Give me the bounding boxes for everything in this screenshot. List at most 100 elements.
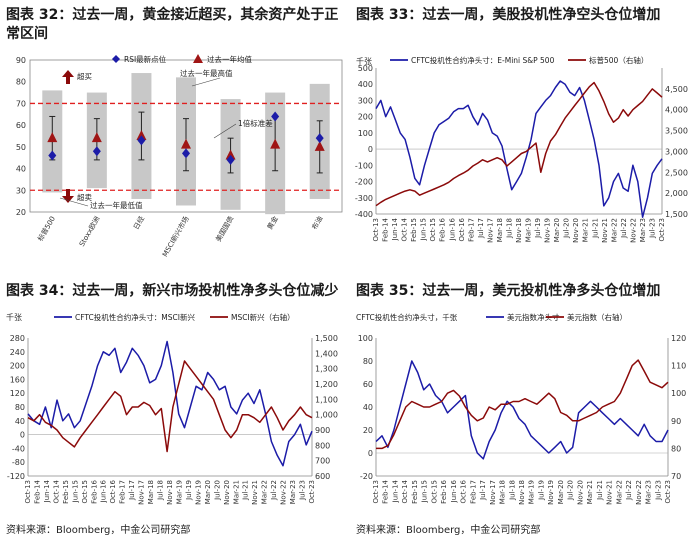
y-left-tick-label: 0 <box>368 145 373 154</box>
y-right-tick-label: 2,500 <box>665 168 688 177</box>
x-tick-label: Mar-21 <box>582 218 590 242</box>
x-tick-label: Oct-13 <box>372 480 380 504</box>
y-right-tick-label: 1,000 <box>315 411 338 420</box>
series-line-positions <box>27 340 313 467</box>
y-right-tick-label: 3,000 <box>665 147 688 156</box>
x-tick-label: Jul-23 <box>654 480 662 501</box>
year-avg-marker <box>270 138 281 149</box>
overbought-label: 超买 <box>77 72 92 81</box>
y-right-tick-label: 4,000 <box>665 106 688 115</box>
x-tick-label: Jul-19 <box>185 480 193 501</box>
x-tick-label: Mar-21 <box>586 480 594 504</box>
y-left-tick-label: 240 <box>10 348 25 357</box>
x-tick-label: Nov-20 <box>223 480 231 505</box>
x-tick-label: Jul-17 <box>477 218 485 239</box>
legend-avg-marker <box>193 54 203 63</box>
x-tick-label: Jul-18 <box>157 480 165 501</box>
x-tick-label: Nov-22 <box>635 480 643 505</box>
series-line-positions <box>375 80 663 218</box>
x-tick-label: Feb-15 <box>410 218 418 242</box>
rsi-latest-marker <box>182 148 190 159</box>
y-right-tick-label: 3,500 <box>665 127 688 136</box>
chart-32-rsi: 20 30 40 50 60 70 80 90 标普500 Stoxx欧洲 日经 MSCI新兴市场 美国… <box>16 54 343 258</box>
source-note-right: 资料来源：Bloomberg，中金公司研究部 <box>356 525 541 536</box>
x-tick-label: Mar-22 <box>615 480 623 504</box>
x-tick-label: Feb-15 <box>411 480 419 504</box>
y-left-tick-label: 300 <box>358 96 373 105</box>
y-left-axis-label: CFTC投机性合约净头寸，千张 <box>356 312 458 322</box>
y-left-tick-label: 100 <box>358 129 373 138</box>
x-tick-label: Jun-16 <box>448 217 456 241</box>
y-tick-label: 40 <box>16 165 26 174</box>
std-label: 1倍标准差 <box>238 118 273 128</box>
y-left-tick-label: 80 <box>15 403 25 412</box>
y-left-tick-label: 60 <box>363 380 373 389</box>
x-tick-label: Nov-22 <box>629 218 637 243</box>
series-line-index <box>27 360 313 453</box>
x-tick-label: Jul-22 <box>270 480 278 501</box>
x-tick-label: Feb-16 <box>90 479 98 503</box>
year-avg-marker <box>91 132 102 143</box>
y-right-tick-label: 1,200 <box>315 380 338 389</box>
year-low-leader <box>59 197 89 207</box>
y-right-tick-label: 1,400 <box>315 349 338 358</box>
x-tick-label: Feb-14 <box>382 217 390 241</box>
year-avg-marker <box>314 140 325 151</box>
legend-label: CFTC投机性合约净头寸：E-Mini S&P 500 <box>411 55 555 65</box>
rsi-latest-marker <box>92 146 101 157</box>
rsi-latest-marker <box>315 133 324 144</box>
rsi-latest-marker <box>137 135 146 146</box>
x-tick-label: Feb-16 <box>439 217 447 241</box>
x-tick-label: Mar-19 <box>528 480 536 504</box>
legend-rsi-marker <box>112 55 120 63</box>
y-tick-label: 70 <box>16 99 26 108</box>
x-tick-label: Mar-20 <box>204 480 212 504</box>
x-tick-label: Oct-16 <box>458 217 466 241</box>
x-tick-label: Nov-21 <box>601 218 609 243</box>
y-left-tick-label: 40 <box>15 417 25 426</box>
y-left-tick-label: 200 <box>358 113 373 122</box>
x-tick-label: Nov-18 <box>166 480 174 505</box>
x-tick-label: Oct-16 <box>109 479 117 503</box>
x-tick-label: 日经 <box>131 215 146 232</box>
legend-label: 美元指数净头寸 <box>507 312 560 322</box>
y-left-tick-label: 0 <box>368 449 373 458</box>
x-tick-label: Jul-20 <box>563 218 571 239</box>
x-tick-label: Jun-15 <box>71 480 79 503</box>
x-tick-label: Mar-20 <box>557 480 565 504</box>
x-tick-label: Feb-17 <box>469 480 477 504</box>
x-tick-label: 美国国债 <box>214 215 236 244</box>
y-left-tick-label: -80 <box>12 458 25 467</box>
x-tick-label: Jun-15 <box>420 218 428 241</box>
x-tick-label: Mar-20 <box>553 218 561 242</box>
x-tick-label: Oct-14 <box>52 479 60 503</box>
std-leader <box>213 123 237 139</box>
x-tick-label: Mar-23 <box>639 218 647 242</box>
legend-rsi-label: RSI最新点位 <box>124 54 167 64</box>
y-right-tick-label: 80 <box>671 444 681 453</box>
series-line-index <box>376 359 669 450</box>
y-right-tick-label: 600 <box>315 472 330 481</box>
x-tick-label: Nov-21 <box>251 480 259 505</box>
x-tick-label: Feb-14 <box>33 479 41 503</box>
oversold-arrow-icon <box>62 189 74 203</box>
chart-34-em-positions: -120 -80 -40 0 40 80 120 160 200 240 280 600 700 800 9… <box>6 312 338 505</box>
chart-33-sp500-positions: -400 -300 -200 -100 0 100 200 300 400 500 1,500 2,0… <box>355 55 688 243</box>
x-tick-label: Mar-22 <box>261 480 269 504</box>
y-left-tick-label: -300 <box>355 194 373 203</box>
x-tick-label: Jul-19 <box>534 218 542 239</box>
x-tick-label: Jul-23 <box>648 218 656 239</box>
x-tick-label: Jun-14 <box>43 479 51 503</box>
source-note-left: 资料来源：Bloomberg，中金公司研究部 <box>6 525 191 536</box>
y-left-tick-label: -20 <box>360 472 373 481</box>
y-right-tick-label: 800 <box>315 441 330 450</box>
series-line-positions <box>375 360 669 460</box>
x-tick-label: Jul-22 <box>620 218 628 239</box>
y-left-tick-label: 20 <box>363 426 373 435</box>
x-tick-label: Jul-20 <box>567 480 575 501</box>
x-tick-label: Oct-14 <box>401 217 409 241</box>
x-tick-label: Jun-16 <box>450 479 458 503</box>
x-tick-label: Nov-18 <box>515 218 523 243</box>
y-unit-label: 千张 <box>356 56 372 66</box>
y-tick-label: 60 <box>16 121 26 130</box>
